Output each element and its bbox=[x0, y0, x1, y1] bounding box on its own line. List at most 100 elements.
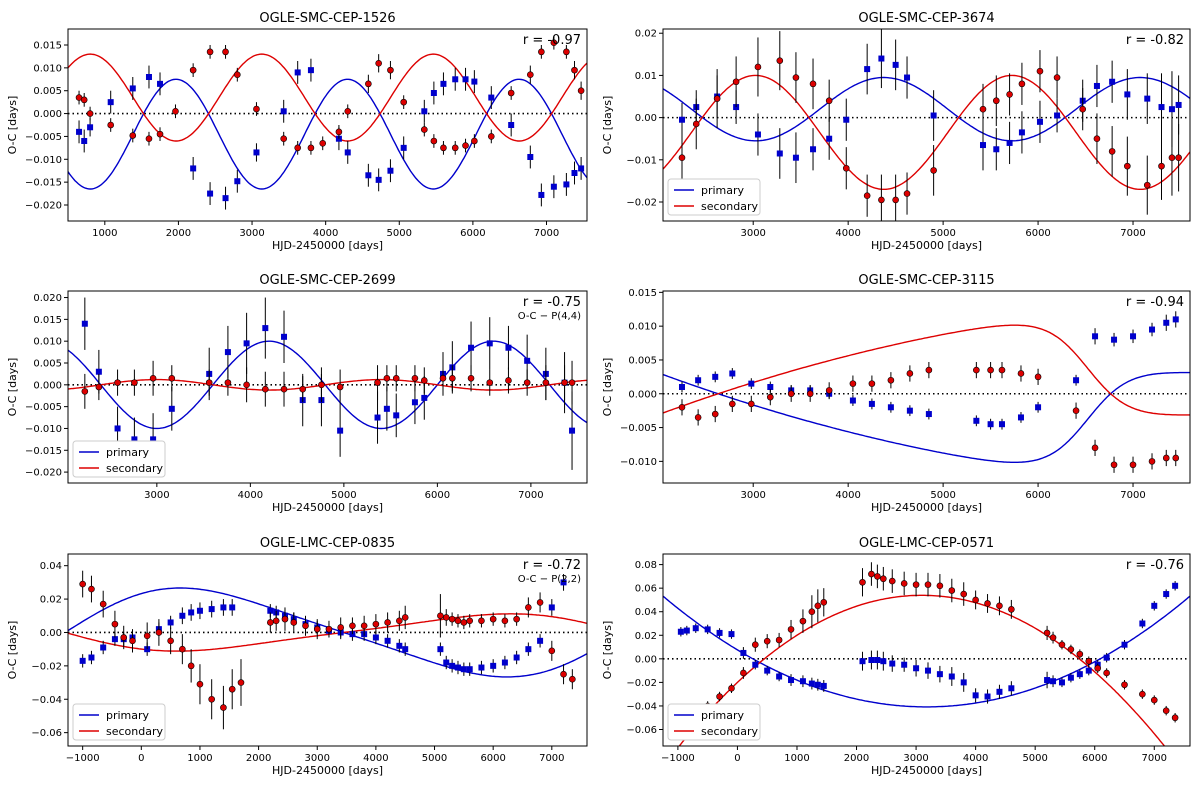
x-tick-label: 4000 bbox=[238, 490, 263, 501]
x-tick-label: 3000 bbox=[740, 228, 765, 239]
secondary-point bbox=[1148, 458, 1156, 465]
primary-point bbox=[548, 604, 555, 611]
secondary-point bbox=[1162, 454, 1170, 462]
secondary-point bbox=[487, 133, 495, 140]
secondary-point bbox=[220, 704, 227, 711]
secondary-point bbox=[129, 132, 137, 139]
secondary-point bbox=[754, 63, 762, 71]
secondary-point bbox=[972, 596, 979, 604]
secondary-point bbox=[206, 48, 214, 56]
primary-point bbox=[430, 90, 437, 96]
secondary-point bbox=[114, 379, 121, 386]
legend-secondary-label: secondary bbox=[701, 725, 758, 738]
secondary-point bbox=[550, 39, 558, 47]
panel-6: OGLE-LMC-CEP-0571 −1000 0 1000 2000 3000 4000 5… bbox=[601, 536, 1191, 777]
primary-point bbox=[984, 693, 991, 700]
secondary-point bbox=[694, 414, 702, 421]
secondary-point bbox=[1006, 91, 1013, 98]
primary-point bbox=[993, 146, 1000, 153]
secondary-point bbox=[1058, 641, 1066, 648]
detrend-annotation: O-C − P(4,4) bbox=[518, 311, 581, 322]
secondary-point bbox=[387, 66, 394, 74]
panel-5: OGLE-LMC-CEP-0835 −1000 0 1000 2000 3000 4000 5… bbox=[6, 536, 588, 777]
secondary-point bbox=[888, 577, 896, 585]
primary-points bbox=[76, 58, 585, 210]
primary-point bbox=[849, 397, 856, 404]
primary-point bbox=[987, 421, 994, 428]
primary-model-curve bbox=[663, 595, 1190, 708]
x-tick-label: 1000 bbox=[92, 228, 117, 239]
primary-point bbox=[168, 405, 175, 412]
panel-3: OGLE-SMC-CEP-2699 3000 4000 5000 6000 7000 −0.… bbox=[6, 273, 588, 514]
x-tick-label: 3000 bbox=[740, 490, 765, 501]
primary-point bbox=[716, 629, 723, 636]
primary-point bbox=[820, 682, 827, 689]
primary-point bbox=[788, 677, 795, 684]
secondary-point bbox=[998, 366, 1006, 374]
secondary-point bbox=[678, 154, 686, 162]
secondary-point bbox=[400, 98, 407, 106]
primary-point bbox=[1036, 118, 1043, 125]
secondary-point bbox=[892, 196, 899, 204]
secondary-point bbox=[290, 619, 298, 626]
plot-area bbox=[663, 562, 1190, 746]
primary-point bbox=[808, 680, 815, 687]
secondary-point bbox=[489, 615, 497, 623]
primary-point bbox=[683, 627, 690, 634]
secondary-point bbox=[880, 575, 887, 583]
primary-point bbox=[754, 131, 761, 138]
secondary-point bbox=[820, 598, 828, 606]
x-axis-label: HJD-2450000 [days] bbox=[871, 501, 982, 514]
primary-point bbox=[462, 76, 469, 83]
secondary-point bbox=[775, 636, 783, 644]
primary-point bbox=[222, 195, 229, 202]
primary-point bbox=[868, 657, 875, 664]
x-tick-label: 5000 bbox=[331, 490, 356, 501]
primary-point bbox=[880, 658, 887, 665]
primary-point bbox=[157, 80, 164, 87]
secondary-point bbox=[237, 679, 245, 686]
secondary-point bbox=[168, 374, 176, 382]
primary-point bbox=[207, 190, 214, 197]
x-tick-label: 0 bbox=[734, 753, 740, 764]
secondary-point bbox=[1008, 606, 1015, 613]
primary-point bbox=[868, 400, 875, 407]
secondary-point bbox=[1067, 646, 1075, 653]
primary-point bbox=[1050, 678, 1057, 685]
secondary-point bbox=[280, 385, 288, 393]
secondary-point bbox=[538, 48, 545, 56]
y-tick-label: 0.005 bbox=[628, 355, 657, 366]
secondary-point bbox=[874, 573, 881, 580]
x-tick-label: 4000 bbox=[363, 753, 388, 764]
y-axis-label: O-C [days] bbox=[601, 358, 614, 417]
primary-point bbox=[150, 436, 157, 443]
primary-point bbox=[262, 325, 269, 332]
primary-point bbox=[76, 128, 83, 135]
primary-point bbox=[859, 658, 866, 665]
secondary-point bbox=[79, 580, 86, 588]
primary-point bbox=[365, 172, 372, 179]
secondary-point bbox=[808, 608, 816, 616]
x-axis-label: HJD-2450000 [days] bbox=[871, 239, 982, 252]
secondary-point bbox=[878, 196, 885, 204]
secondary-point bbox=[111, 620, 119, 628]
secondary-point bbox=[131, 379, 138, 386]
primary-point bbox=[1130, 333, 1137, 340]
y-tick-label: 0.06 bbox=[635, 584, 657, 595]
secondary-point bbox=[325, 625, 333, 633]
secondary-point bbox=[868, 570, 875, 578]
primary-point bbox=[1076, 671, 1083, 678]
secondary-point bbox=[449, 374, 456, 382]
primary-point bbox=[513, 654, 520, 661]
x-tick-label: 4000 bbox=[835, 228, 860, 239]
secondary-point bbox=[155, 629, 163, 636]
legend: primary secondary bbox=[667, 703, 761, 741]
primary-point bbox=[440, 80, 447, 87]
primary-point bbox=[930, 112, 937, 119]
secondary-point bbox=[716, 693, 723, 700]
secondary-point bbox=[571, 66, 578, 74]
secondary-point bbox=[973, 366, 980, 374]
secondary-point bbox=[471, 137, 478, 145]
y-tick-label: −0.02 bbox=[31, 661, 62, 672]
primary-point bbox=[1139, 620, 1146, 627]
